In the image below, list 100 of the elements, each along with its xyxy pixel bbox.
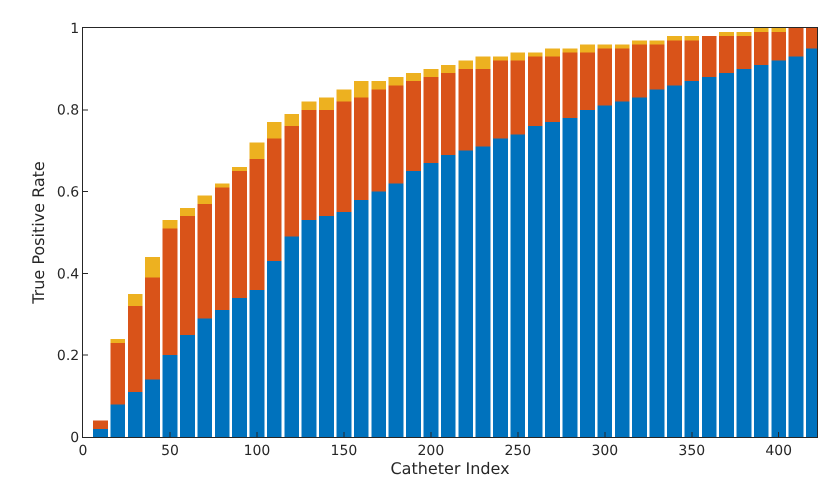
- bar: [650, 40, 664, 44]
- bar: [266, 261, 282, 437]
- x-axis-title: Catheter Index: [390, 458, 510, 478]
- bar: [684, 36, 700, 40]
- x-tick-label: 250: [504, 442, 532, 459]
- bar: [180, 216, 195, 335]
- bar: [371, 81, 386, 90]
- bar: [162, 220, 178, 228]
- bar: [406, 171, 421, 437]
- x-tick-label: 200: [418, 442, 444, 459]
- bar: [684, 81, 700, 437]
- bar: [284, 114, 300, 126]
- bar: [440, 154, 456, 437]
- bar: [336, 89, 352, 102]
- bar: [162, 355, 178, 437]
- x-tick-label: 350: [678, 442, 706, 459]
- bar: [580, 52, 595, 110]
- bar: [371, 89, 386, 192]
- y-tick-label: 0.8: [56, 102, 80, 119]
- bar: [232, 171, 247, 298]
- x-tick-label: 100: [244, 442, 270, 459]
- bar: [284, 126, 300, 237]
- bar: [250, 158, 264, 290]
- bar: [319, 110, 334, 216]
- bar: [302, 102, 317, 110]
- bar: [388, 183, 404, 437]
- bar: [354, 81, 369, 98]
- bar: [754, 64, 769, 437]
- bar: [736, 68, 752, 437]
- bar: [614, 44, 630, 48]
- bar: [302, 220, 317, 437]
- x-tick-label: 300: [591, 442, 618, 459]
- bar: [510, 134, 526, 437]
- bar: [354, 98, 369, 200]
- y-tick-label: 0.6: [56, 184, 80, 200]
- bar: [180, 208, 195, 216]
- bar: [110, 338, 126, 343]
- bar: [128, 306, 143, 392]
- bar: [145, 380, 160, 437]
- bar: [510, 60, 526, 134]
- bar: [493, 60, 508, 138]
- bar: [788, 56, 804, 437]
- bar: [214, 310, 230, 437]
- bar: [423, 162, 438, 437]
- y-tick-label: 0: [70, 430, 80, 446]
- bar: [266, 138, 282, 262]
- bar: [493, 138, 508, 437]
- bar: [597, 106, 612, 437]
- bar: [702, 77, 717, 437]
- bar: [319, 98, 334, 110]
- bar: [736, 36, 752, 69]
- bar: [440, 72, 456, 155]
- bar: [666, 85, 682, 437]
- x-tick-label: 150: [330, 442, 358, 459]
- bar: [180, 334, 195, 437]
- bar: [562, 118, 578, 437]
- bar: [632, 44, 647, 98]
- bar: [423, 77, 438, 163]
- bar: [371, 192, 386, 437]
- bar: [232, 167, 247, 172]
- bar: [719, 72, 734, 437]
- bar: [771, 60, 786, 437]
- bar: [754, 28, 769, 32]
- bar: [110, 404, 126, 437]
- bar: [214, 188, 230, 310]
- bar: [388, 77, 404, 86]
- bar: [476, 146, 490, 437]
- y-tick-label: 1: [70, 20, 80, 37]
- bar: [458, 60, 474, 69]
- bar: [336, 102, 352, 212]
- bar: [528, 52, 543, 57]
- bar: [650, 44, 664, 90]
- bar: [545, 56, 560, 122]
- bar: [145, 257, 160, 278]
- bar: [145, 277, 160, 380]
- bar: [423, 68, 438, 78]
- bar: [197, 204, 212, 318]
- bar: [476, 56, 490, 69]
- bar: [162, 228, 178, 356]
- bar: [93, 428, 108, 437]
- bar: [128, 294, 143, 306]
- bar: [319, 216, 334, 437]
- bar: [545, 48, 560, 57]
- bar: [736, 32, 752, 36]
- bar: [580, 44, 595, 53]
- bar: [632, 40, 647, 44]
- bar: [650, 89, 664, 437]
- bar: [510, 52, 526, 61]
- bar: [614, 48, 630, 102]
- bar: [493, 56, 508, 61]
- bar: [197, 318, 212, 437]
- bar: [614, 102, 630, 437]
- bar: [406, 72, 421, 82]
- bar: [719, 36, 734, 73]
- bar: [771, 28, 786, 32]
- bar: [666, 40, 682, 86]
- bar: [250, 290, 264, 437]
- bar: [562, 52, 578, 118]
- y-axis-title: True Positive Rate: [28, 161, 48, 305]
- x-tick-label: 400: [765, 442, 792, 459]
